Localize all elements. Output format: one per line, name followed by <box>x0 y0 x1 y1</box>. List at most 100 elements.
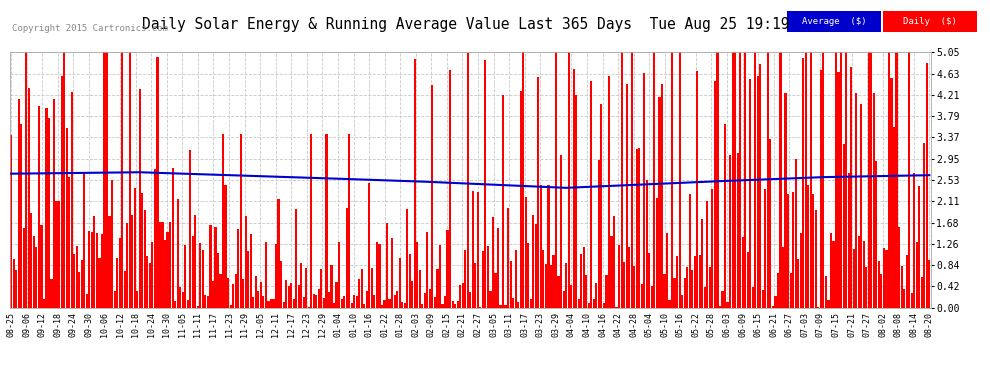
Bar <box>823 40 825 308</box>
Bar <box>528 243 530 308</box>
Bar <box>474 263 476 308</box>
Bar <box>774 296 776 307</box>
Bar <box>608 76 610 308</box>
Bar <box>33 236 35 308</box>
Bar <box>644 73 645 308</box>
Bar <box>454 304 456 307</box>
Bar <box>267 301 269 307</box>
Bar <box>235 274 237 308</box>
Bar <box>202 250 204 307</box>
Bar <box>499 305 502 308</box>
Bar <box>727 302 729 307</box>
Bar <box>424 293 426 308</box>
Bar <box>543 250 545 307</box>
Bar <box>371 268 373 308</box>
Bar <box>230 304 232 307</box>
Bar <box>645 180 647 308</box>
Bar <box>878 261 880 308</box>
Bar <box>724 124 726 308</box>
Bar <box>712 189 714 308</box>
Bar <box>388 299 391 307</box>
Bar <box>449 70 451 308</box>
Bar <box>648 254 650 308</box>
Bar <box>862 241 865 308</box>
Bar <box>913 173 916 308</box>
Bar <box>618 245 620 308</box>
Bar <box>222 134 224 308</box>
Bar <box>722 291 724 308</box>
Bar <box>383 300 385 307</box>
Bar <box>746 252 748 308</box>
Bar <box>252 297 254 307</box>
Bar <box>41 225 43 308</box>
Bar <box>686 267 688 308</box>
Bar <box>73 254 75 308</box>
Bar <box>494 273 497 308</box>
Bar <box>295 210 297 308</box>
Bar <box>888 40 890 308</box>
Bar <box>850 67 852 308</box>
Bar <box>65 128 67 308</box>
Bar <box>363 304 365 307</box>
Bar <box>575 95 577 308</box>
Bar <box>58 201 60 308</box>
Bar <box>96 233 98 308</box>
Bar <box>15 270 17 308</box>
Bar <box>318 290 320 308</box>
Bar <box>373 295 375 307</box>
Bar <box>346 209 347 308</box>
Bar <box>270 299 272 307</box>
Bar <box>522 40 525 308</box>
Bar <box>414 59 416 308</box>
Bar <box>439 245 442 308</box>
Bar <box>353 296 355 307</box>
Bar <box>530 299 532 307</box>
Bar <box>650 286 653 308</box>
Bar <box>908 45 910 308</box>
Bar <box>194 215 196 308</box>
Bar <box>456 301 458 307</box>
Bar <box>489 291 491 308</box>
Bar <box>613 216 615 308</box>
Bar <box>360 270 363 308</box>
Bar <box>497 228 499 308</box>
Bar <box>156 57 158 308</box>
Bar <box>719 306 721 308</box>
Bar <box>924 143 926 308</box>
Bar <box>797 259 799 308</box>
Bar <box>658 97 660 308</box>
Bar <box>484 60 486 308</box>
Bar <box>181 291 184 308</box>
Bar <box>815 210 817 308</box>
Bar <box>611 236 613 308</box>
Bar <box>18 99 20 308</box>
Bar <box>701 219 703 308</box>
Bar <box>396 291 398 308</box>
Bar <box>217 252 219 308</box>
Bar <box>249 234 251 308</box>
Bar <box>787 194 789 308</box>
Bar <box>313 294 315 308</box>
Bar <box>36 248 38 308</box>
Bar <box>704 287 706 308</box>
Bar <box>906 255 908 308</box>
Bar <box>336 282 338 308</box>
Bar <box>13 259 15 308</box>
Bar <box>348 134 350 308</box>
Bar <box>784 93 787 308</box>
Bar <box>461 283 463 308</box>
Bar <box>23 228 25 308</box>
Bar <box>60 76 62 308</box>
Bar <box>212 281 214 308</box>
Bar <box>114 291 116 308</box>
Bar <box>245 216 247 308</box>
Bar <box>691 270 693 308</box>
Bar <box>91 231 93 308</box>
Bar <box>134 188 136 308</box>
Bar <box>870 40 872 308</box>
Bar <box>777 273 779 308</box>
Bar <box>792 192 794 308</box>
Bar <box>131 215 134 308</box>
Bar <box>53 99 55 308</box>
Bar <box>220 274 222 308</box>
